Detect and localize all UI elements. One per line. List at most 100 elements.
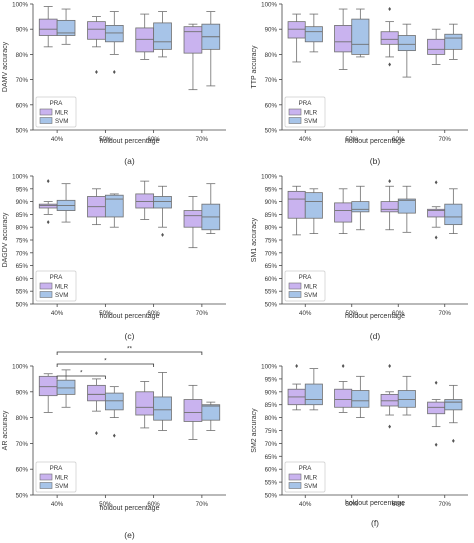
box-svm xyxy=(444,384,463,443)
chart-panel-2: 50% 60% 70% 80% 90% 100% TTP accuracy 40% 50% 60%… xyxy=(251,2,468,166)
box-iqr xyxy=(304,26,323,43)
box-iqr xyxy=(153,22,172,50)
box-iqr xyxy=(334,388,353,408)
y-tick-label: 60% xyxy=(265,276,278,283)
box-svm xyxy=(201,183,221,235)
legend-label-mlr: MLR xyxy=(55,475,69,482)
y-tick-label: 60% xyxy=(16,102,29,109)
box-svm xyxy=(444,188,463,235)
box-iqr xyxy=(351,18,370,55)
significance-label: * xyxy=(104,358,107,365)
x-tick-label: 70% xyxy=(196,136,209,143)
box-mlr xyxy=(380,364,399,429)
box-mlr xyxy=(334,188,353,235)
legend-label-svm: SVM xyxy=(304,118,317,125)
y-tick-label: 90% xyxy=(265,389,278,396)
box-iqr xyxy=(38,203,58,209)
legend-label-svm: SVM xyxy=(55,483,68,490)
outlier-point xyxy=(46,179,50,184)
outlier-point xyxy=(112,433,116,438)
box-svm xyxy=(201,11,221,87)
x-tick-label: 60% xyxy=(147,310,160,317)
y-tick-label: 70% xyxy=(16,250,29,257)
y-axis-label: TTP accuracy xyxy=(251,45,258,89)
x-tick-label: 60% xyxy=(147,136,160,143)
box-iqr xyxy=(397,35,416,52)
chart-panel-3: 50% 55% 60% 65% 70% 75% 80% 85% 90% 95% 100% DAGDV … xyxy=(2,174,226,341)
y-tick-label: 95% xyxy=(16,186,29,193)
bracket-line xyxy=(56,363,155,367)
box-mlr xyxy=(427,28,446,65)
y-tick-label: 55% xyxy=(265,289,278,296)
x-tick-label: 60% xyxy=(392,136,405,143)
y-axis-label: DAMV accuracy xyxy=(2,41,9,92)
box-svm xyxy=(304,13,323,53)
legend-title: PRA xyxy=(50,100,64,107)
box-iqr xyxy=(287,190,306,219)
legend-swatch-svm xyxy=(39,291,53,298)
box-svm xyxy=(351,185,370,231)
y-tick-label: 80% xyxy=(16,225,29,232)
y-axis-label: DAGDV accuracy xyxy=(2,212,9,267)
outlier-point xyxy=(295,364,299,368)
y-axis-label: AR accuracy xyxy=(2,410,9,450)
y-tick-label: 80% xyxy=(16,415,29,422)
outlier-point xyxy=(388,179,392,184)
outlier-point xyxy=(451,438,455,443)
box-iqr xyxy=(104,194,124,218)
legend-title: PRA xyxy=(50,274,64,281)
y-tick-label: 80% xyxy=(265,52,278,59)
legend-label-svm: SVM xyxy=(304,292,317,299)
legend-title: PRA xyxy=(299,100,313,107)
box-svm xyxy=(153,11,172,58)
legend-swatch-svm xyxy=(288,117,302,124)
legend-swatch-svm xyxy=(288,291,302,298)
box-mlr xyxy=(135,13,155,60)
y-tick-label: 70% xyxy=(265,77,278,84)
legend-label-svm: SVM xyxy=(55,118,68,125)
box-svm xyxy=(153,185,172,237)
box-mlr xyxy=(334,364,353,413)
box-iqr xyxy=(334,202,353,223)
legend-swatch-mlr xyxy=(39,473,53,481)
y-tick-label: 70% xyxy=(265,250,278,257)
box-iqr xyxy=(135,391,155,416)
box-mlr xyxy=(287,13,306,63)
y-tick-label: 60% xyxy=(16,276,29,283)
panel-label: (b) xyxy=(370,156,381,166)
y-tick-label: 100% xyxy=(261,364,277,371)
y-tick-label: 60% xyxy=(265,102,278,109)
x-tick-label: 70% xyxy=(196,501,209,508)
x-tick-label: 40% xyxy=(51,501,64,508)
legend-swatch-mlr xyxy=(288,108,302,116)
legend-label-mlr: MLR xyxy=(55,110,69,117)
box-svm xyxy=(56,369,76,408)
box-svm xyxy=(397,23,416,78)
x-tick-label: 50% xyxy=(346,136,359,143)
y-tick-label: 85% xyxy=(16,212,29,219)
outlier-point xyxy=(388,62,392,67)
x-tick-label: 50% xyxy=(99,310,112,317)
box-svm xyxy=(304,368,323,411)
box-mlr xyxy=(380,179,399,231)
significance-bracket: ** xyxy=(56,346,203,355)
x-tick-label: 60% xyxy=(392,501,405,508)
x-axis-label: holdout percentage xyxy=(345,138,405,145)
box-iqr xyxy=(380,31,399,45)
y-tick-label: 75% xyxy=(265,238,278,245)
legend-title: PRA xyxy=(50,465,64,472)
y-tick-label: 95% xyxy=(265,376,278,383)
x-axis-label: holdout percentage xyxy=(100,505,160,512)
y-tick-label: 55% xyxy=(16,289,29,296)
box-iqr xyxy=(56,19,76,36)
outlier-point xyxy=(388,364,392,368)
bracket-line xyxy=(56,375,106,379)
bracket-line xyxy=(56,351,203,355)
x-tick-label: 50% xyxy=(346,310,359,317)
significance-bracket: * xyxy=(56,370,106,379)
